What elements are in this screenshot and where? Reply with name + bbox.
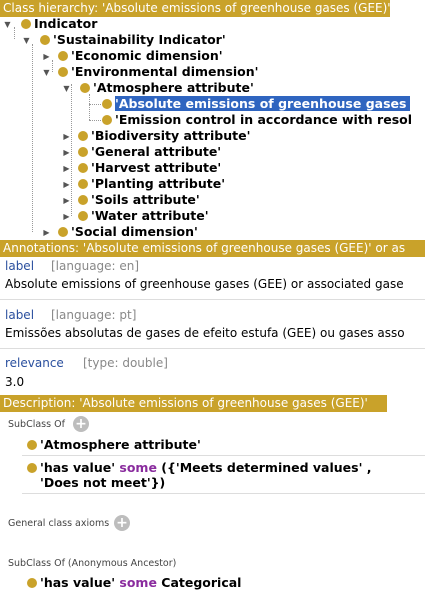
tree-line bbox=[89, 120, 101, 121]
chevron-right-icon[interactable]: ▶ bbox=[63, 212, 70, 221]
chevron-right-icon[interactable]: ▶ bbox=[63, 132, 70, 141]
tree-node-biodiversity-attribute[interactable]: ▶ 'Biodiversity attribute' bbox=[62, 128, 250, 144]
chevron-down-icon[interactable]: ▼ bbox=[4, 20, 11, 29]
class-bullet-icon bbox=[78, 195, 88, 205]
class-bullet-icon bbox=[27, 578, 37, 588]
annotation-property[interactable]: relevance bbox=[5, 356, 64, 370]
chevron-down-icon[interactable]: ▼ bbox=[43, 68, 50, 77]
axiom-item-continuation: 'Does not meet'}) bbox=[40, 475, 165, 490]
class-bullet-icon bbox=[21, 19, 31, 29]
anonymous-ancestor-title: SubClass Of (Anonymous Ancestor) bbox=[8, 558, 177, 569]
tree-node-emission-control[interactable]: 'Emission control in accordance with res… bbox=[102, 112, 412, 128]
tree-node-label-selected: 'Absolute emissions of greenhouse gases bbox=[115, 96, 411, 111]
description-header: Description: 'Absolute emissions of gree… bbox=[0, 395, 387, 412]
tree-node-water-attribute[interactable]: ▶ 'Water attribute' bbox=[62, 208, 209, 224]
divider bbox=[22, 493, 425, 494]
class-bullet-icon bbox=[78, 131, 88, 141]
tree-node-harvest-attribute[interactable]: ▶ 'Harvest attribute' bbox=[62, 160, 221, 176]
tree-line bbox=[14, 27, 15, 39]
class-bullet-icon bbox=[27, 440, 37, 450]
tree-node-label: 'Harvest attribute' bbox=[91, 160, 222, 175]
tree-node-economic-dimension[interactable]: ▶ 'Economic dimension' bbox=[42, 48, 223, 64]
class-bullet-icon bbox=[78, 211, 88, 221]
annotation-type: [type: double] bbox=[83, 356, 168, 370]
tree-node-label: 'General attribute' bbox=[91, 144, 222, 159]
chevron-down-icon[interactable]: ▼ bbox=[63, 84, 70, 93]
tree-line bbox=[32, 44, 33, 232]
chevron-right-icon[interactable]: ▶ bbox=[63, 164, 70, 173]
axiom-item[interactable]: 'has value' some ({'Meets determined val… bbox=[27, 460, 372, 475]
tree-line bbox=[52, 60, 53, 72]
class-bullet-icon bbox=[40, 35, 50, 45]
tree-node-label: 'Emission control in accordance with res… bbox=[115, 112, 413, 127]
axiom-filler: ({'Meets determined values' , bbox=[161, 460, 372, 475]
subclass-of-title: SubClass Of bbox=[8, 419, 65, 430]
tree-node-absolute-emissions[interactable]: 'Absolute emissions of greenhouse gases bbox=[102, 96, 411, 112]
axiom-keyword: some bbox=[119, 460, 157, 475]
chevron-down-icon[interactable]: ▼ bbox=[23, 36, 30, 45]
class-bullet-icon bbox=[102, 99, 112, 109]
tree-line bbox=[89, 94, 90, 120]
axiom-item[interactable]: 'Atmosphere attribute' bbox=[27, 437, 201, 452]
chevron-right-icon[interactable]: ▶ bbox=[63, 148, 70, 157]
class-bullet-icon bbox=[27, 463, 37, 473]
divider bbox=[0, 348, 425, 349]
chevron-right-icon[interactable]: ▶ bbox=[63, 196, 70, 205]
class-bullet-icon bbox=[58, 67, 68, 77]
annotation-value: Absolute emissions of greenhouse gases (… bbox=[5, 277, 404, 291]
tree-node-general-attribute[interactable]: ▶ 'General attribute' bbox=[62, 144, 221, 160]
annotation-language: [language: en] bbox=[51, 259, 140, 273]
tree-node-social-dimension[interactable]: ▶ 'Social dimension' bbox=[42, 224, 198, 240]
axiom-filler: 'Does not meet'}) bbox=[40, 475, 166, 490]
axiom-property: 'has value' bbox=[40, 575, 116, 590]
chevron-right-icon[interactable]: ▶ bbox=[43, 228, 50, 237]
class-bullet-icon bbox=[78, 179, 88, 189]
tree-node-label: 'Social dimension' bbox=[71, 224, 198, 239]
axiom-class: 'Atmosphere attribute' bbox=[40, 437, 201, 452]
class-hierarchy-header: Class hierarchy: 'Absolute emissions of … bbox=[0, 0, 390, 17]
tree-node-indicator[interactable]: ▼ Indicator bbox=[3, 16, 97, 32]
class-bullet-icon bbox=[80, 83, 90, 93]
annotation-language: [language: pt] bbox=[51, 308, 137, 322]
annotations-header: Annotations: 'Absolute emissions of gree… bbox=[0, 240, 425, 257]
tree-node-label: Indicator bbox=[34, 16, 98, 31]
class-bullet-icon bbox=[78, 163, 88, 173]
axiom-property: 'has value' bbox=[40, 460, 116, 475]
tree-node-label: 'Sustainability Indicator' bbox=[53, 32, 226, 47]
general-class-axioms-title: General class axioms bbox=[8, 518, 110, 529]
class-bullet-icon bbox=[102, 115, 112, 125]
chevron-right-icon[interactable]: ▶ bbox=[63, 180, 70, 189]
chevron-right-icon[interactable]: ▶ bbox=[43, 52, 50, 61]
axiom-keyword: some bbox=[119, 575, 157, 590]
divider bbox=[22, 455, 425, 456]
tree-node-environmental-dimension[interactable]: ▼ 'Environmental dimension' bbox=[42, 64, 258, 80]
tree-node-soils-attribute[interactable]: ▶ 'Soils attribute' bbox=[62, 192, 200, 208]
tree-line bbox=[89, 104, 101, 105]
class-bullet-icon bbox=[78, 147, 88, 157]
add-general-axiom-button[interactable]: + bbox=[114, 515, 130, 531]
add-subclass-button[interactable]: + bbox=[73, 416, 89, 432]
tree-node-planting-attribute[interactable]: ▶ 'Planting attribute' bbox=[62, 176, 225, 192]
axiom-item[interactable]: 'has value' some Categorical bbox=[27, 575, 241, 590]
annotation-property[interactable]: label bbox=[5, 259, 35, 273]
tree-node-label: 'Environmental dimension' bbox=[71, 64, 259, 79]
annotation-property[interactable]: label bbox=[5, 308, 35, 322]
class-bullet-icon bbox=[58, 51, 68, 61]
tree-node-label: 'Economic dimension' bbox=[71, 48, 223, 63]
tree-node-label: 'Soils attribute' bbox=[91, 192, 200, 207]
annotation-value: Emissões absolutas de gases de efeito es… bbox=[5, 326, 405, 340]
class-bullet-icon bbox=[58, 227, 68, 237]
annotation-value: 3.0 bbox=[5, 375, 25, 389]
tree-node-label: 'Water attribute' bbox=[91, 208, 209, 223]
tree-line bbox=[71, 84, 72, 216]
axiom-filler: Categorical bbox=[161, 575, 242, 590]
divider bbox=[0, 299, 425, 300]
tree-node-label: 'Biodiversity attribute' bbox=[91, 128, 251, 143]
tree-node-atmosphere-attribute[interactable]: ▼ 'Atmosphere attribute' bbox=[62, 80, 254, 96]
tree-node-label: 'Planting attribute' bbox=[91, 176, 226, 191]
tree-node-label: 'Atmosphere attribute' bbox=[93, 80, 254, 95]
tree-node-sustainability-indicator[interactable]: ▼ 'Sustainability Indicator' bbox=[22, 32, 226, 48]
